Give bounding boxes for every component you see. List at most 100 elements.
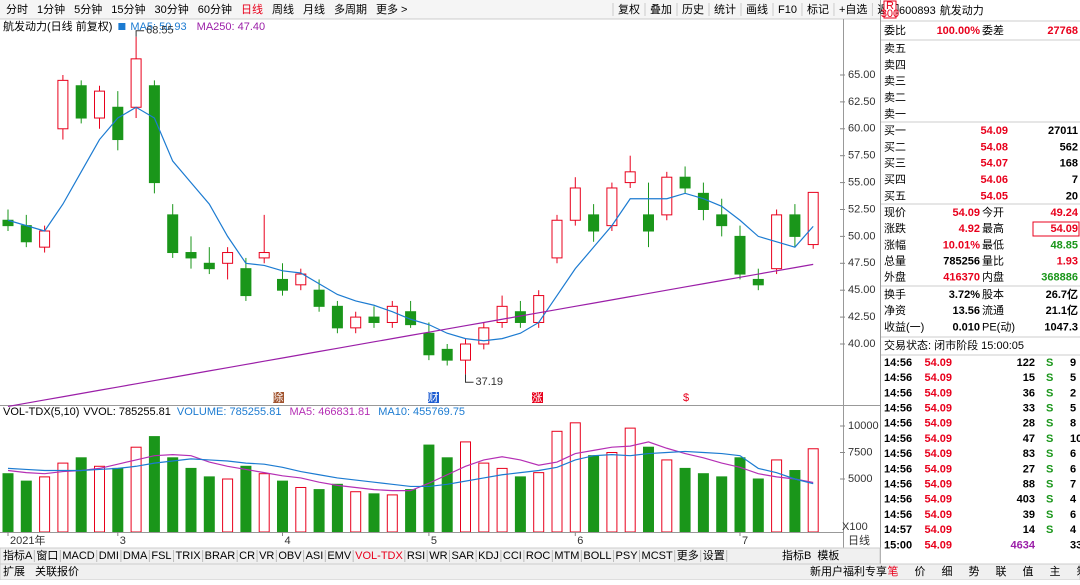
tick-side: S (1046, 479, 1053, 491)
row-label: 委差 (982, 23, 1004, 37)
indicator-tab[interactable]: CCI (503, 550, 522, 562)
tick-price: 54.09 (924, 494, 952, 506)
indicator-tab[interactable]: MTM (554, 550, 579, 562)
event-label: $ (683, 392, 689, 404)
indicator-tab[interactable]: BOLL (583, 550, 611, 562)
indicator-tab[interactable]: VOL-TDX (355, 550, 403, 562)
indicator-tab[interactable]: ASI (306, 550, 324, 562)
period-tab[interactable]: 60分钟 (198, 2, 232, 16)
indicator-tab[interactable]: KDJ (478, 550, 499, 562)
x-tick-label: 4 (285, 535, 291, 547)
volume-bar (607, 453, 617, 532)
tool-button[interactable]: 标记 (807, 2, 829, 16)
tick-price: 54.09 (924, 433, 952, 445)
period-tab[interactable]: 周线 (272, 2, 294, 16)
indicator-tab[interactable]: MACD (62, 550, 94, 562)
y-tick-label: 50.00 (848, 230, 876, 242)
volume-bar (21, 481, 31, 532)
volume-bar (168, 458, 178, 532)
row-value: 10.01% (943, 239, 981, 251)
indicator-tab[interactable]: ROC (526, 550, 551, 562)
tool-button[interactable]: 叠加 (650, 3, 672, 16)
tool-button[interactable]: 历史 (682, 3, 704, 16)
panel-tab[interactable]: 联 (996, 565, 1007, 578)
indicator-tab[interactable]: 设置 (703, 549, 725, 562)
indicator-tab[interactable]: SAR (452, 550, 475, 562)
chart-title: VOL-TDX(5,10) (3, 406, 79, 418)
indicator-tab[interactable]: VR (259, 550, 274, 562)
period-tab[interactable]: 分时 (6, 3, 28, 16)
tick-volume: 4634 (1011, 539, 1036, 551)
indicator-tab[interactable]: 窗口 (36, 548, 58, 562)
row-label: 量比 (982, 255, 1004, 268)
tick-side: S (1046, 387, 1053, 399)
status-item[interactable]: 扩展 (3, 564, 25, 578)
indicator-tab[interactable]: 指标A (3, 548, 33, 562)
row-value: 21.1亿 (1046, 303, 1078, 317)
volume-bar (442, 458, 452, 532)
indicator-tab[interactable]: EMV (327, 550, 352, 562)
tool-button[interactable]: F10 (778, 4, 797, 16)
promo-link[interactable]: 新用户福利专享 (810, 564, 887, 578)
y-tick-label: 45.00 (848, 284, 876, 296)
period-tab[interactable]: 日线 (241, 2, 263, 16)
candle-body (534, 296, 544, 323)
indicator-tab[interactable]: 指标B (782, 548, 811, 562)
candle-body (442, 349, 452, 360)
panel-tab[interactable]: 笔 (888, 564, 899, 578)
candle-body (479, 328, 489, 344)
period-tab[interactable]: 1分钟 (37, 2, 65, 16)
bid-label: 买四 (884, 173, 906, 186)
candle-body (58, 80, 68, 128)
tick-side: S (1046, 448, 1053, 460)
tick-side: S (1046, 403, 1053, 415)
volume-bar (717, 477, 727, 532)
indicator-tab[interactable]: TRIX (176, 550, 202, 562)
indicator-tab[interactable]: PSY (616, 550, 639, 562)
tick-price: 54.09 (924, 479, 952, 491)
panel-tab[interactable]: 筹 (1077, 564, 1080, 578)
indicator-tab[interactable]: 更多 (677, 548, 699, 562)
candle-body (717, 215, 727, 226)
trade-status: 交易状态: 闭市阶段 15:00:05 (884, 338, 1024, 352)
period-tab[interactable]: 更多 > (376, 2, 407, 16)
indicator-tab[interactable]: OBV (278, 550, 302, 562)
panel-tab[interactable]: 细 (942, 565, 953, 578)
period-tab[interactable]: 30分钟 (155, 2, 189, 16)
indicator-tab[interactable]: WR (429, 550, 447, 562)
indicator-tab[interactable]: DMA (123, 550, 148, 562)
period-label: 日线 (848, 533, 870, 547)
panel-tab[interactable]: 值 (1023, 565, 1034, 578)
row-label: 涨跌 (884, 221, 906, 235)
row-value: 26.7亿 (1046, 287, 1078, 301)
tick-volume: 33 (1023, 403, 1035, 415)
indicator-tab[interactable]: MCST (642, 550, 673, 562)
indicator-tab[interactable]: DMI (99, 550, 119, 562)
indicator-tab[interactable]: BRAR (205, 550, 236, 562)
period-tab[interactable]: 月线 (303, 2, 325, 16)
volume-bar (314, 490, 324, 532)
indicator-tab[interactable]: CR (239, 550, 255, 562)
period-tab[interactable]: 多周期 (334, 2, 367, 16)
panel-tab[interactable]: 价 (915, 565, 926, 578)
row-value: 416370 (943, 272, 980, 284)
tool-button[interactable]: 画线 (746, 2, 768, 16)
row-label: 外盘 (884, 270, 906, 284)
status-item[interactable]: 关联报价 (35, 564, 79, 578)
indicator-tab[interactable]: 模板 (817, 548, 839, 562)
legend-icon (118, 23, 125, 30)
period-tab[interactable]: 15分钟 (111, 2, 145, 16)
row-value: 1.93 (1057, 256, 1078, 268)
volume-bar (680, 468, 690, 532)
panel-tab[interactable]: 主 (1050, 565, 1061, 578)
tool-button[interactable]: 统计 (714, 3, 736, 16)
tool-button[interactable]: 复权 (618, 2, 640, 16)
panel-tab[interactable]: 势 (969, 565, 980, 578)
indicator-tab[interactable]: RSI (407, 550, 425, 562)
volume-bar (497, 468, 507, 532)
candle-body (314, 290, 324, 306)
period-tab[interactable]: 5分钟 (74, 2, 102, 16)
indicator-tab[interactable]: FSL (151, 550, 171, 562)
tool-button[interactable]: +自选 (839, 3, 867, 16)
y-tick-label: 40.00 (848, 338, 876, 350)
